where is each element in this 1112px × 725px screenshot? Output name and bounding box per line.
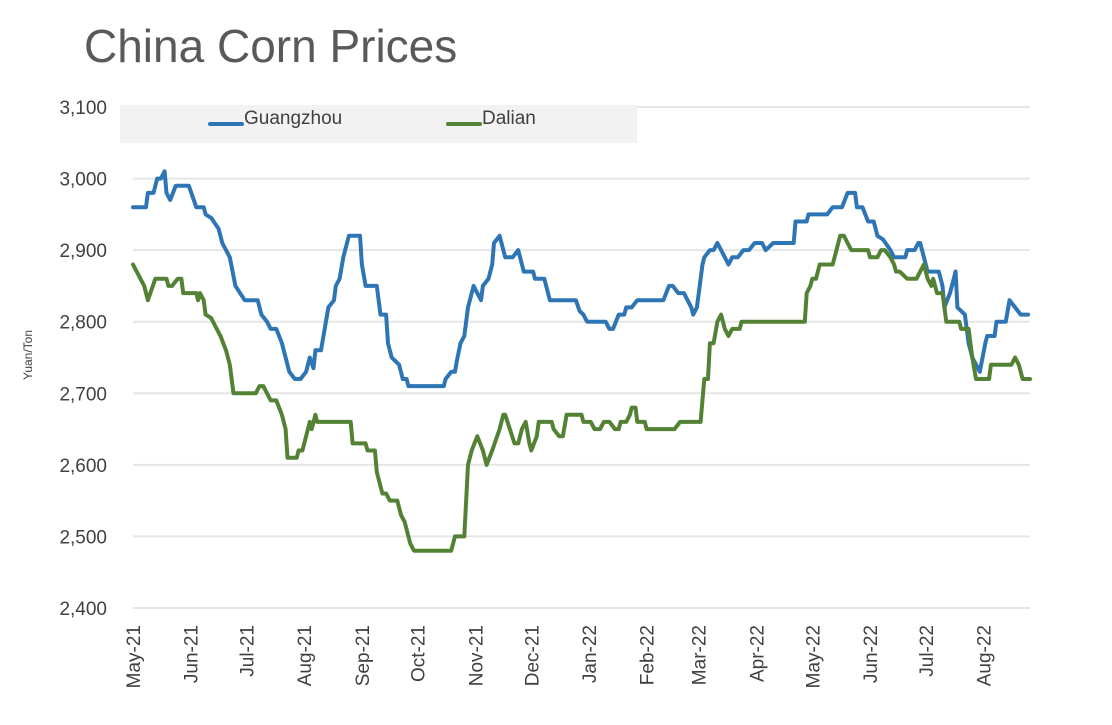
legend-box — [120, 105, 637, 143]
y-axis-label: Yuan/Ton — [21, 330, 35, 380]
x-tick-label: Nov-21 — [466, 625, 487, 686]
y-tick-label: 2,900 — [59, 241, 107, 262]
y-tick-label: 3,000 — [59, 170, 107, 191]
series-line-guangzhou — [131, 169, 1031, 389]
x-tick-label: Mar-22 — [690, 625, 711, 685]
x-tick-label: Feb-22 — [638, 625, 659, 685]
y-tick-label: 3,100 — [59, 98, 107, 119]
x-tick-label: Jan-22 — [580, 625, 601, 683]
chart-title: China Corn Prices — [84, 20, 457, 72]
x-tick-label: Jun-21 — [182, 625, 203, 683]
legend-label-dalian: Dalian — [482, 108, 536, 129]
y-tick-label: 2,600 — [59, 456, 107, 477]
y-tick-label: 2,500 — [59, 527, 107, 548]
x-tick-label: Aug-22 — [974, 625, 995, 686]
x-tick-label: Aug-21 — [295, 625, 316, 686]
x-tick-label: Dec-21 — [522, 625, 543, 686]
x-tick-label: Jun-22 — [861, 625, 882, 683]
x-tick-label: Apr-22 — [747, 625, 768, 682]
x-tick-label: Sep-21 — [353, 625, 374, 686]
legend-label-guangzhou: Guangzhou — [244, 108, 342, 129]
x-tick-label: May-21 — [124, 625, 145, 688]
x-tick-label: Jul-21 — [238, 625, 259, 677]
y-tick-label: 2,400 — [59, 599, 107, 620]
y-tick-label: 2,700 — [59, 384, 107, 405]
x-tick-label: Jul-22 — [917, 625, 938, 677]
x-tick-label: Oct-21 — [409, 625, 430, 682]
series-line-dalian — [131, 233, 1032, 553]
y-tick-label: 2,800 — [59, 313, 107, 334]
x-tick-label: May-22 — [803, 625, 824, 688]
